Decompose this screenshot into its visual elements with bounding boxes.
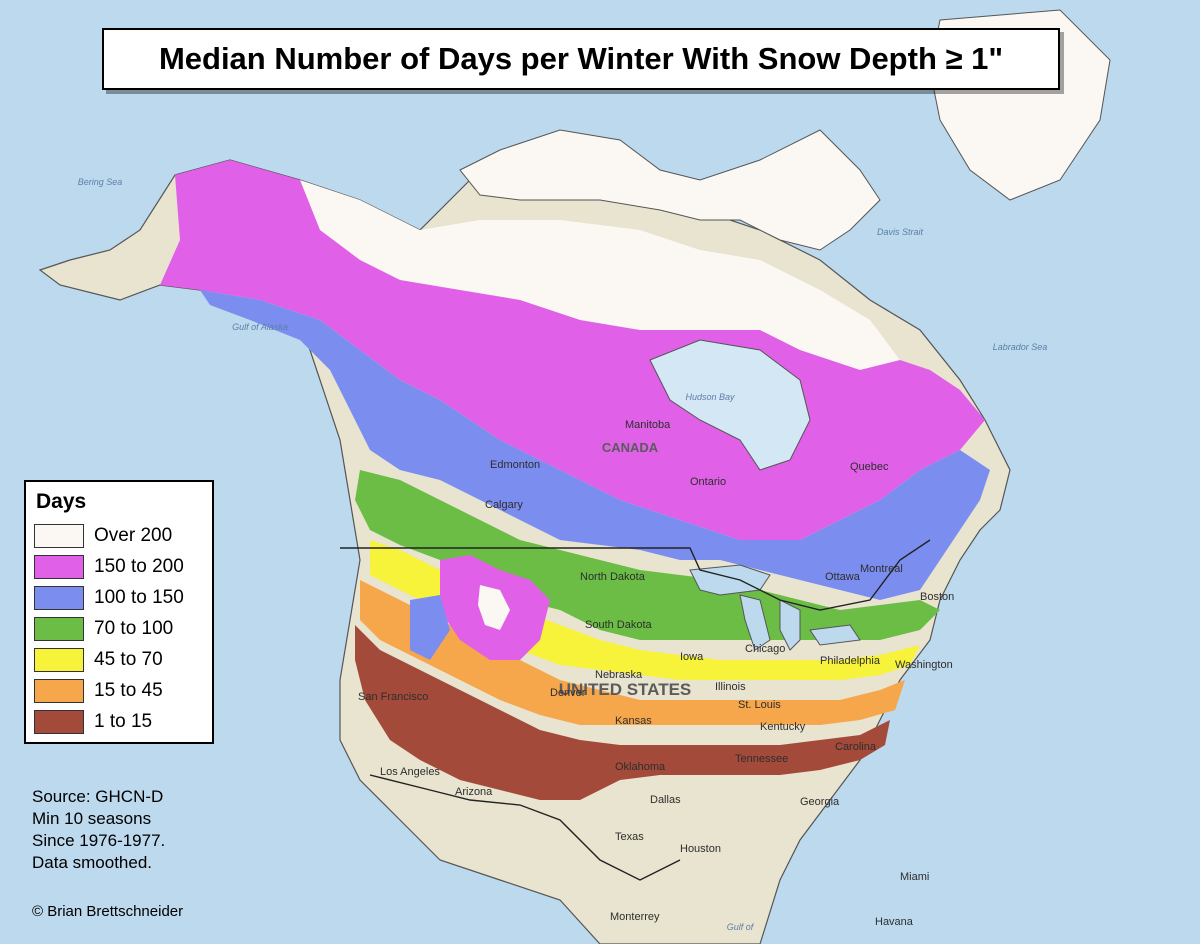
legend-item: 1 to 15 [34,706,204,737]
legend-item: 100 to 150 [34,582,204,613]
label-ottawa: Ottawa [825,571,861,583]
label-canada: CANADA [602,440,659,455]
legend-swatch [34,554,84,579]
label-havana: Havana [875,916,914,928]
legend-item: 150 to 200 [34,551,204,582]
legend-item: 70 to 100 [34,613,204,644]
label-philadelphia: Philadelphia [820,655,881,667]
label-miami: Miami [900,871,929,883]
label-edmonton: Edmonton [490,459,540,471]
source-note: Source: GHCN-D Min 10 seasons Since 1976… [32,786,165,874]
us-canada-border [340,539,931,611]
label-nebraska: Nebraska [595,669,643,681]
map-title-box: Median Number of Days per Winter With Sn… [102,28,1060,90]
source-line: Since 1976-1977. [32,831,166,850]
legend-swatch [34,647,84,672]
legend-swatch [34,585,84,610]
label-st-louis: St. Louis [738,699,781,711]
legend-item: 15 to 45 [34,675,204,706]
label-hudson-bay: Hudson Bay [685,392,735,402]
label-gulf-of-alaska: Gulf of Alaska [232,322,288,332]
label-ontario: Ontario [690,476,726,488]
legend-swatch [34,523,84,548]
zone-mountain-over-200 [478,585,510,630]
label-texas: Texas [615,831,644,843]
label-boston: Boston [920,591,954,603]
legend-label: 70 to 100 [94,617,174,639]
legend-label: 150 to 200 [94,555,184,577]
arctic-islands [459,129,881,251]
legend: Days Over 200 150 to 200 100 to 150 70 t… [24,480,214,744]
source-line: Min 10 seasons [32,809,152,828]
label-montreal: Montreal [860,563,903,575]
zone-70-100 [355,470,940,640]
zone-15-45 [360,580,905,725]
legend-swatch [34,709,84,734]
label-san-francisco: San Francisco [358,691,428,703]
map-title: Median Number of Days per Winter With Sn… [158,41,1004,76]
label-arizona: Arizona [455,786,493,798]
legend-label: 1 to 15 [94,710,153,732]
label-monterrey: Monterrey [610,911,660,923]
hudson-bay [649,339,811,471]
label-north-dakota: North Dakota [580,571,646,583]
legend-label: 100 to 150 [94,586,184,608]
legend-label: 15 to 45 [94,679,163,701]
label-gulf-of-mexico: Gulf of [727,922,755,932]
zone-100-150 [200,290,990,600]
label-dallas: Dallas [650,794,681,806]
credit-text: © Brian Brettschneider [32,903,184,920]
label-quebec: Quebec [850,461,889,473]
label-bering-sea: Bering Sea [78,177,123,187]
zone-1-15 [355,625,890,800]
zone-mountain-100-150 [410,595,450,660]
source-line: Data smoothed. [32,853,153,872]
label-los-angeles: Los Angeles [380,766,440,778]
label-davis-strait: Davis Strait [877,227,924,237]
label-washington: Washington [895,659,953,671]
label-illinois: Illinois [715,681,746,693]
label-kansas: Kansas [615,715,652,727]
us-mexico-border [369,774,681,881]
label-chicago: Chicago [745,643,785,655]
label-kentucky: Kentucky [760,721,806,733]
label-united-states: UNITED STATES [559,680,692,699]
label-calgary: Calgary [485,499,523,511]
legend-swatch [34,678,84,703]
label-south-dakota: South Dakota [585,619,653,631]
legend-label: Over 200 [94,524,173,546]
legend-swatch [34,616,84,641]
label-houston: Houston [680,843,721,855]
source-line: Source: GHCN-D [32,787,164,806]
legend-item: 45 to 70 [34,644,204,675]
label-oklahoma: Oklahoma [615,761,666,773]
zone-over-200 [300,180,900,370]
label-north-carolina: Carolina [835,741,877,753]
legend-item: Over 200 [34,520,204,551]
label-labrador-sea: Labrador Sea [993,342,1048,352]
label-denver: Denver [550,687,586,699]
label-tennessee: Tennessee [735,753,788,765]
label-georgia: Georgia [800,796,840,808]
legend-title: Days [36,490,87,513]
label-iowa: Iowa [680,651,704,663]
label-manitoba: Manitoba [625,419,671,431]
legend-label: 45 to 70 [94,648,163,670]
